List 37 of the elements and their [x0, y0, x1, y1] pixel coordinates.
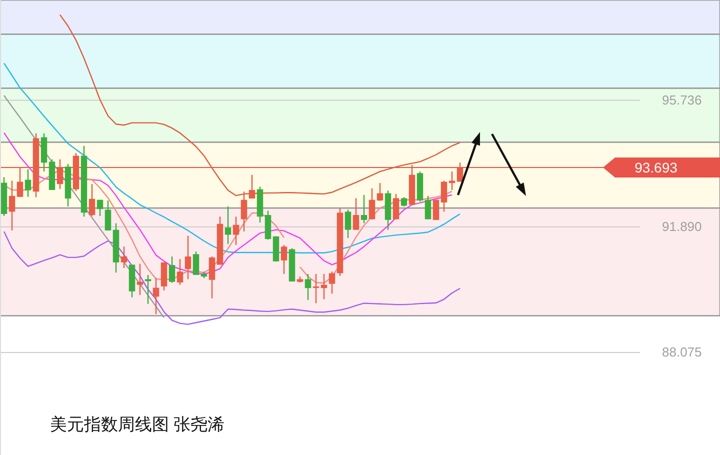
candlestick: [344, 209, 352, 239]
candlestick: [440, 180, 448, 212]
candlestick: [232, 216, 240, 246]
ref-line-label: 93.693: [634, 159, 678, 176]
candlestick: [424, 195, 432, 220]
candlestick: [224, 206, 232, 245]
y-tick-label: 91.890: [662, 219, 702, 234]
candlestick: [8, 180, 16, 232]
candlestick: [152, 278, 160, 315]
candlestick: [176, 258, 184, 286]
candlestick: [400, 196, 408, 208]
line-series: [3, 230, 461, 325]
candlestick: [392, 193, 400, 220]
candlestick: [96, 199, 104, 217]
candlestick: [184, 235, 192, 280]
annotation: 美元指数周线图 张尧浠: [50, 415, 225, 434]
candlestick: [120, 246, 128, 269]
candlestick: [24, 168, 32, 198]
candlestick: [208, 256, 216, 299]
candlestick: [104, 200, 112, 232]
y-tick-label: 95.736: [662, 92, 702, 108]
candlestick: [368, 188, 376, 220]
candlestick: [312, 273, 320, 304]
candlestick: [448, 170, 456, 191]
candlestick: [360, 194, 368, 224]
candlestick: [88, 183, 96, 217]
candlestick: [144, 274, 152, 304]
candlestick: [376, 182, 384, 202]
candlestick: [352, 198, 360, 230]
y-tick-label: 88.075: [662, 344, 702, 360]
candlestick: [304, 273, 312, 301]
candlestick: [192, 250, 200, 276]
candlestick: [432, 199, 440, 221]
candlestick: [280, 244, 288, 275]
candlestick: [328, 271, 336, 294]
candlestick: [136, 263, 144, 296]
candlestick: [168, 256, 176, 284]
